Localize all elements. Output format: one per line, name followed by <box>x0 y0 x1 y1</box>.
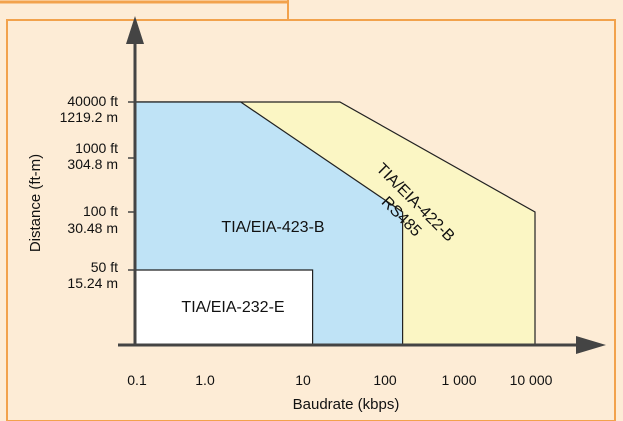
y-axis-title: Distance (ft-m) <box>27 154 44 252</box>
region-label-232: TIA/EIA-232-E <box>181 299 284 316</box>
region-label-423: TIA/EIA-423-B <box>221 219 324 236</box>
y-tick-label-ft: 40000 ft <box>67 93 118 109</box>
x-tick-label: 0.1 <box>127 372 147 388</box>
x-tick-label: 1 000 <box>441 372 476 388</box>
x-axis-arrow <box>576 336 606 354</box>
x-tick-label: 100 <box>373 372 397 388</box>
y-tick-label-ft: 100 ft <box>83 203 118 219</box>
x-tick-label: 1.0 <box>195 372 215 388</box>
x-tick-label: 10 <box>295 372 311 388</box>
x-axis-title: Baudrate (kbps) <box>293 396 400 413</box>
y-tick-label-m: 304.8 m <box>67 156 118 172</box>
y-tick-label-ft: 50 ft <box>91 259 118 275</box>
frame-border <box>6 19 616 421</box>
y-tick-label-ft: 1000 ft <box>75 140 118 156</box>
y-tick-label-m: 15.24 m <box>67 275 118 291</box>
y-tick-label-m: 30.48 m <box>67 220 118 236</box>
y-tick-label-m: 1219.2 m <box>60 109 118 125</box>
y-axis-arrow <box>126 16 144 44</box>
x-tick-label: 10 000 <box>510 372 553 388</box>
